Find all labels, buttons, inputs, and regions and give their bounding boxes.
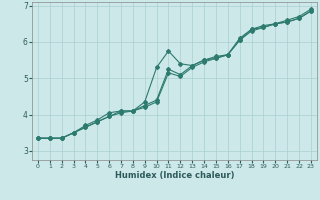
- X-axis label: Humidex (Indice chaleur): Humidex (Indice chaleur): [115, 171, 234, 180]
